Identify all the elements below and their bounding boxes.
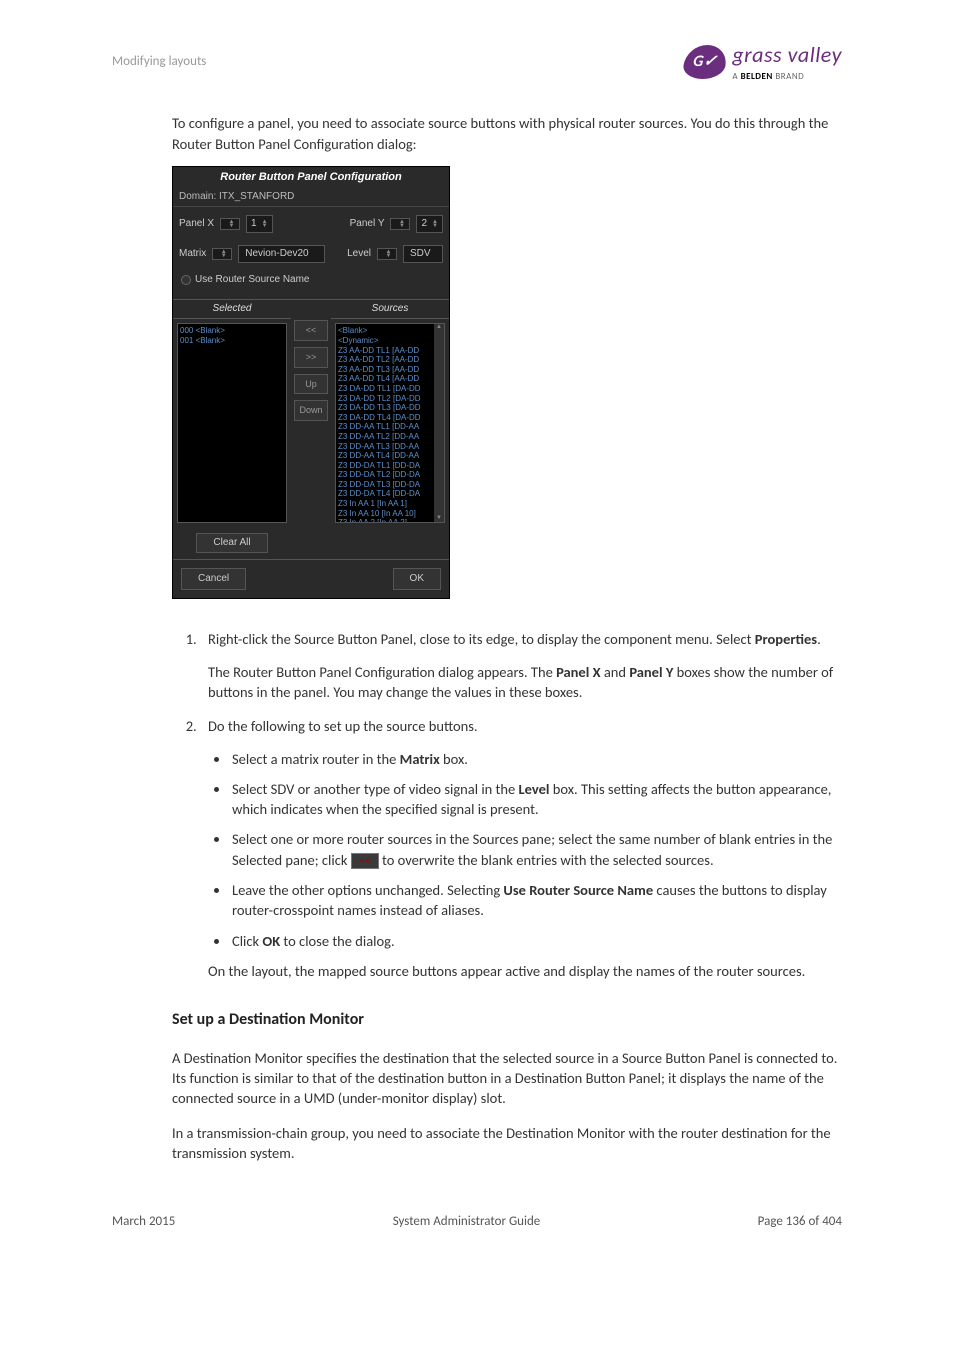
footer-page: Page 136 of 404 [758,1213,842,1231]
add-inline-icon: << [351,853,379,869]
page-header: Modifying layouts G✓ grass valley A BELD… [112,40,842,83]
level-dropdown[interactable]: SDV [403,245,443,263]
level-label: Level [347,247,371,261]
sources-header: Sources [331,300,449,319]
panel-y-value[interactable]: 2▲▼ [416,215,443,233]
cancel-button[interactable]: Cancel [181,568,246,590]
dialog-domain: Domain: ITX_STANFORD [173,188,449,207]
ok-button[interactable]: OK [393,568,441,590]
footer-title: System Administrator Guide [393,1213,541,1231]
matrix-dropdown[interactable]: Nevion-Dev20 [238,245,325,263]
steps-list: Right-click the Source Button Panel, clo… [172,629,842,981]
sources-listbox[interactable]: <Blank><Dynamic>Z3 AA-DD TL1 [AA-DDZ3 AA… [335,323,445,523]
selected-listbox[interactable]: 000 <Blank>001 <Blank> [177,323,287,523]
section-heading-destination-monitor: Set up a Destination Monitor [172,1009,842,1031]
panel-x-value[interactable]: 1▲▼ [246,215,273,233]
bullet-sources: Select one or more router sources in the… [230,829,842,870]
dialog-footer: Cancel OK [173,559,449,598]
matrix-label: Matrix [179,247,206,261]
remove-button[interactable]: >> [294,347,328,368]
brand-logo: G✓ grass valley A BELDEN BRAND [684,40,842,83]
step-1: Right-click the Source Button Panel, clo… [200,629,842,702]
footer-date: March 2015 [112,1213,175,1231]
bullet-level: Select SDV or another type of video sign… [230,779,842,820]
matrix-spinner[interactable]: ▲▼ [212,248,232,260]
header-section-label: Modifying layouts [112,53,206,71]
panel-x-label: Panel X [179,217,214,231]
use-router-source-name-option[interactable]: Use Router Source Name [179,269,312,291]
panel-size-row: Panel X ▲▼ 1▲▼ Panel Y ▲▼ 2▲▼ Matrix ▲▼ … [173,207,449,300]
panel-y-label: Panel Y [350,217,385,231]
brand-name: grass valley [732,40,842,71]
dest-monitor-p2: In a transmission-chain group, you need … [172,1123,842,1164]
clear-all-button[interactable]: Clear All [196,533,267,553]
scrollbar[interactable] [434,324,444,522]
intro-paragraph: To configure a panel, you need to associ… [172,113,842,154]
move-buttons-column: << >> Up Down [291,300,331,559]
dialog-title: Router Button Panel Configuration [173,167,449,188]
page-footer: March 2015 System Administrator Guide Pa… [112,1213,842,1231]
dest-monitor-p1: A Destination Monitor specifies the dest… [172,1048,842,1109]
selected-header: Selected [173,300,291,319]
add-button[interactable]: << [294,320,328,341]
bullet-matrix: Select a matrix router in the Matrix box… [230,749,842,769]
bullet-use-router: Leave the other options unchanged. Selec… [230,880,842,921]
down-button[interactable]: Down [294,400,328,421]
brand-tagline: A BELDEN BRAND [732,71,842,84]
bullet-ok: Click OK to close the dialog. [230,931,842,951]
logo-mark-icon: G✓ [682,45,729,79]
dialog-lists: Selected 000 <Blank>001 <Blank> Clear Al… [173,300,449,559]
step-2: Do the following to set up the source bu… [200,716,842,981]
panel-y-spinner[interactable]: ▲▼ [390,218,410,230]
radio-icon [181,275,191,285]
level-spinner[interactable]: ▲▼ [377,248,397,260]
up-button[interactable]: Up [294,374,328,395]
panel-x-spinner[interactable]: ▲▼ [220,218,240,230]
router-config-dialog: Router Button Panel Configuration Domain… [172,166,450,599]
